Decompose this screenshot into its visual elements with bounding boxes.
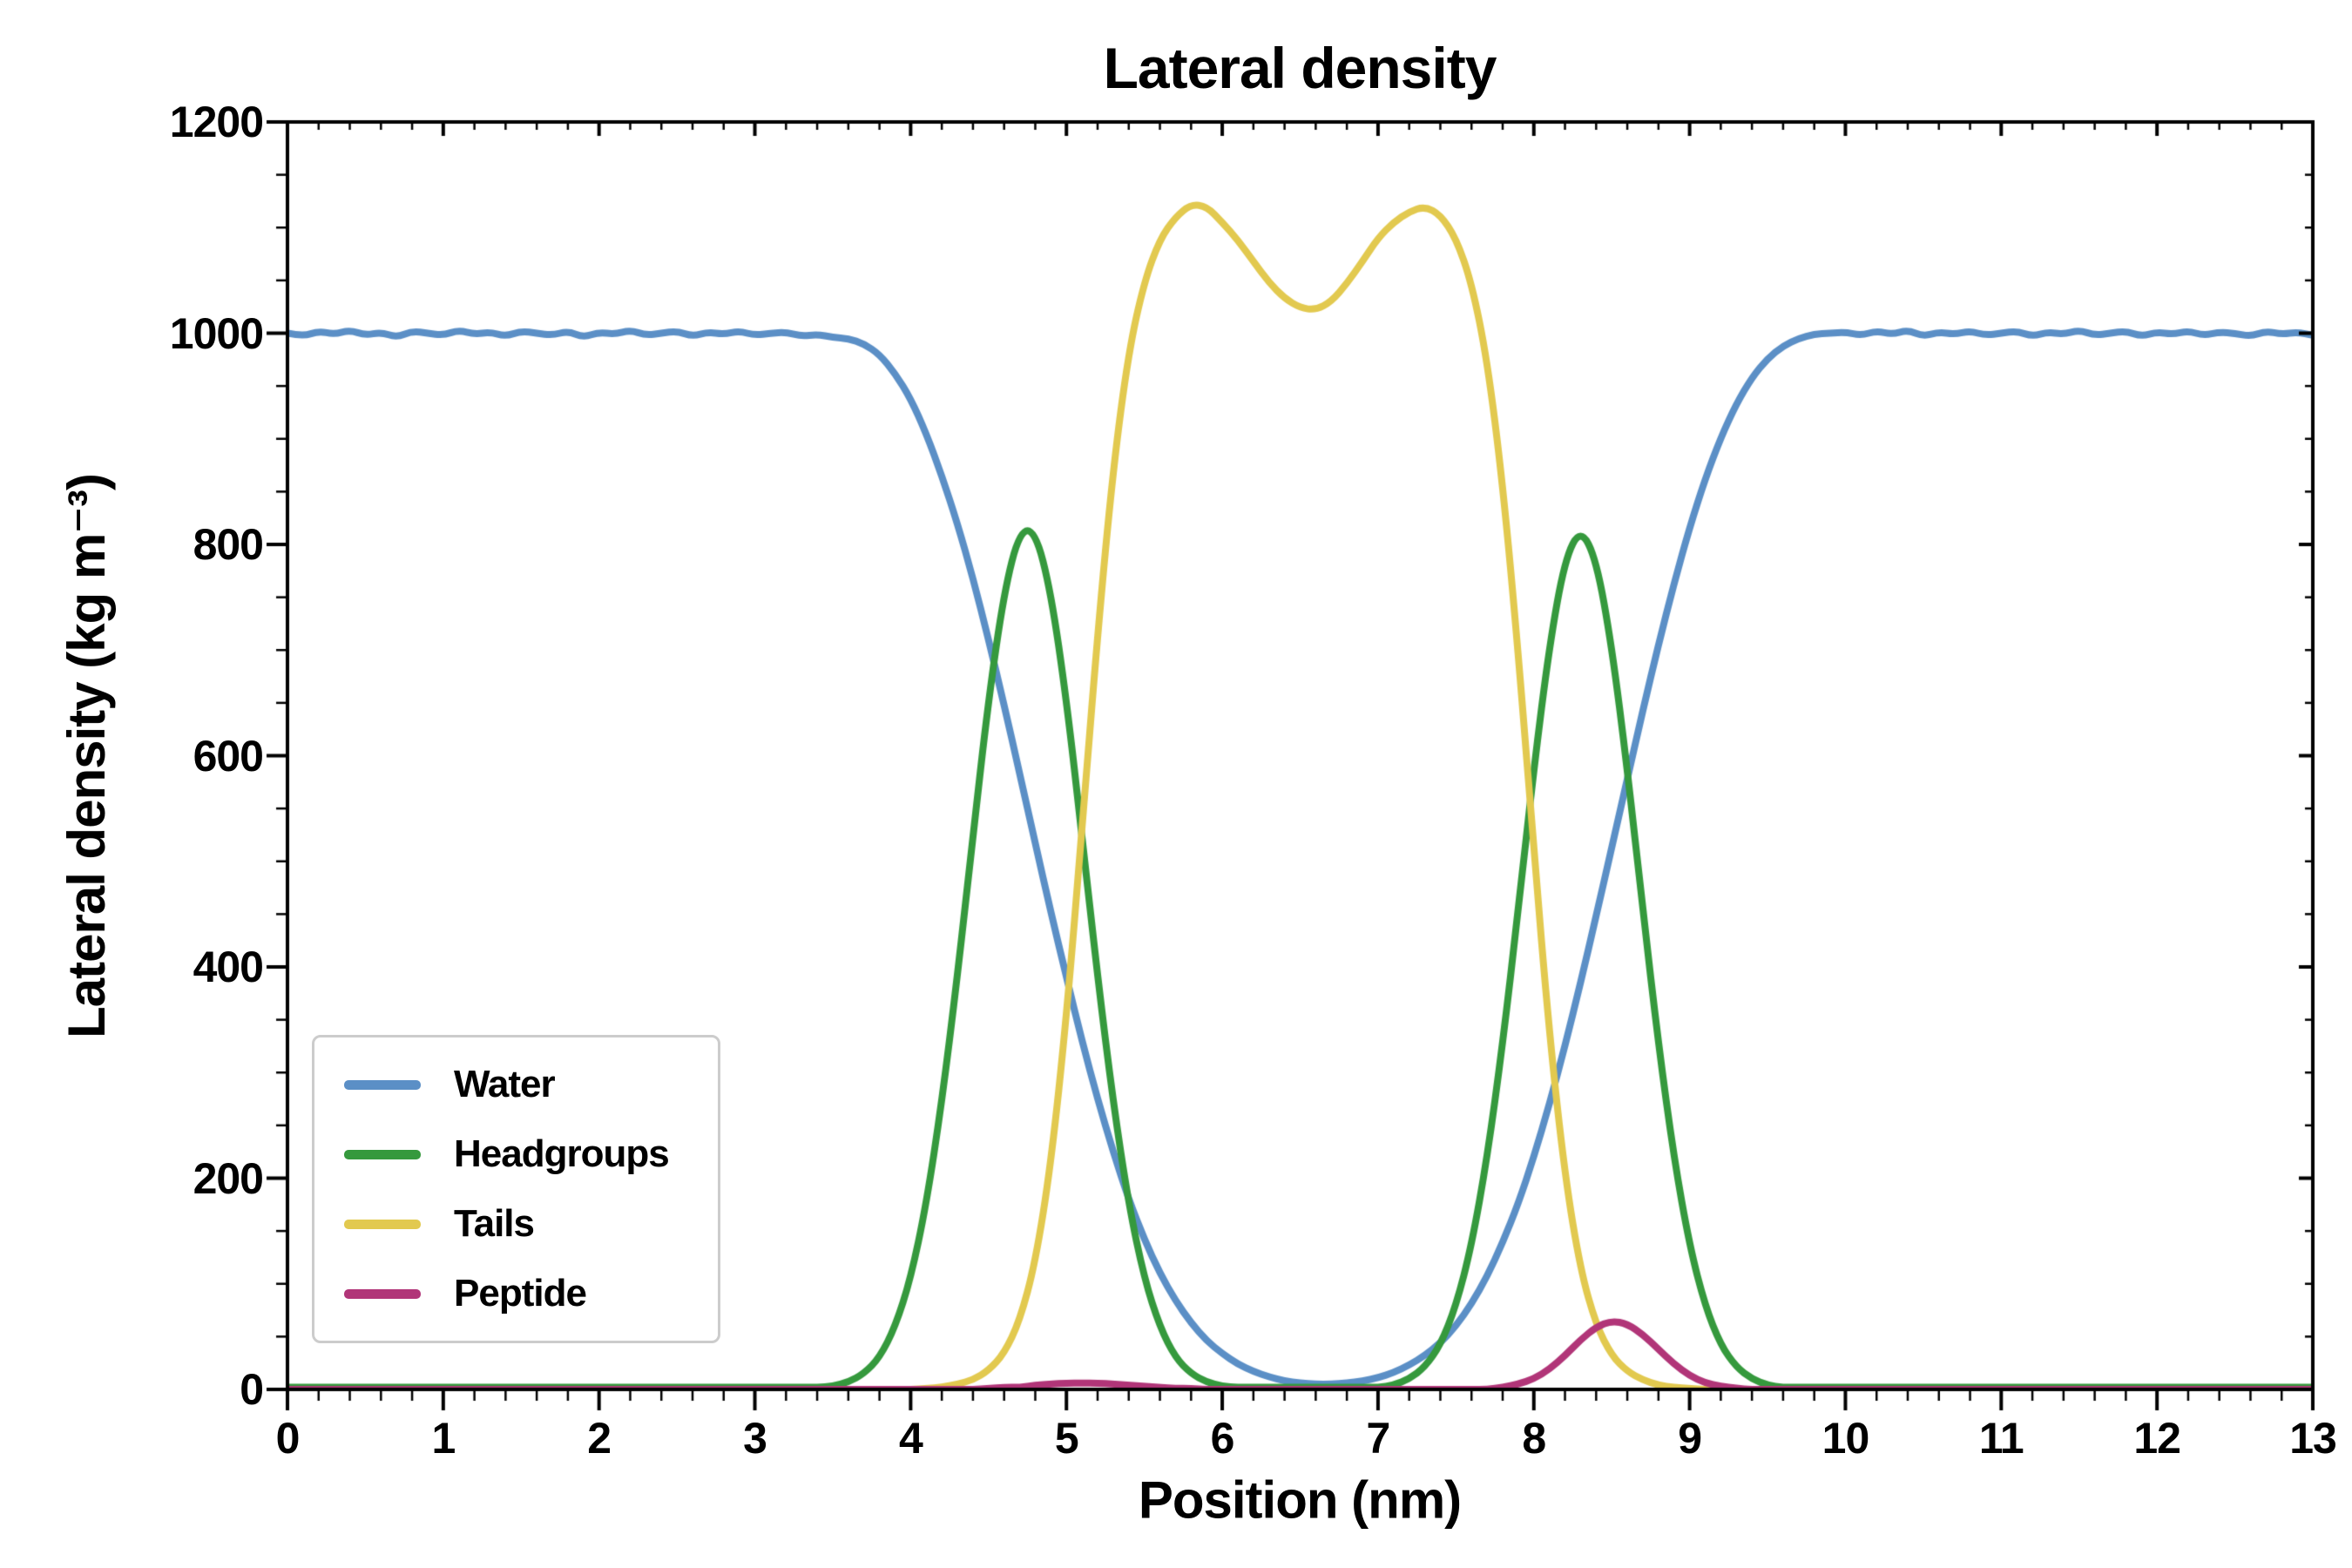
x-tick-label: 6: [1210, 1414, 1235, 1463]
legend-line-swatch: [344, 1149, 421, 1159]
legend-label: Peptide: [454, 1272, 587, 1315]
x-tick-label: 1: [431, 1414, 456, 1463]
x-tick-label: 4: [898, 1414, 923, 1463]
legend-label: Headgroups: [454, 1132, 670, 1175]
y-tick-label: 800: [193, 520, 264, 569]
y-tick-label: 600: [193, 731, 264, 781]
legend-row: Tails: [344, 1202, 669, 1245]
legend-line-swatch: [344, 1219, 421, 1229]
y-tick-label: 400: [193, 943, 264, 991]
legend-line-swatch: [344, 1079, 421, 1090]
x-tick-label: 13: [2289, 1414, 2337, 1463]
y-tick-label: 1000: [169, 308, 264, 358]
chart-title: Lateral density: [1103, 36, 1497, 100]
y-tick-label: 1200: [169, 98, 264, 146]
legend-label: Water: [454, 1063, 556, 1105]
x-tick-label: 5: [1054, 1414, 1079, 1463]
x-tick-label: 10: [1821, 1414, 1870, 1463]
y-tick-label: 200: [193, 1153, 264, 1203]
x-tick-label: 7: [1366, 1414, 1391, 1463]
legend-line-swatch: [344, 1288, 421, 1299]
legend-label: Tails: [454, 1202, 535, 1245]
x-tick-label: 12: [2133, 1414, 2181, 1463]
legend-row: Headgroups: [344, 1132, 670, 1175]
y-tick-label: 0: [240, 1365, 264, 1414]
x-tick-label: 2: [587, 1414, 612, 1463]
x-tick-label: 3: [743, 1414, 767, 1463]
x-tick-label: 9: [1678, 1414, 1702, 1463]
x-tick-label: 11: [1978, 1414, 2024, 1463]
y-axis-label: Lateral density (kg m⁻³): [57, 474, 116, 1038]
x-axis-label: Position (nm): [1138, 1470, 1462, 1530]
x-tick-label: 0: [275, 1414, 301, 1463]
legend-row: Peptide: [344, 1272, 669, 1315]
legend: Water Headgroups Tails Peptide: [312, 1035, 720, 1343]
legend-row: Water: [344, 1063, 669, 1105]
x-tick-label: 8: [1522, 1414, 1546, 1463]
